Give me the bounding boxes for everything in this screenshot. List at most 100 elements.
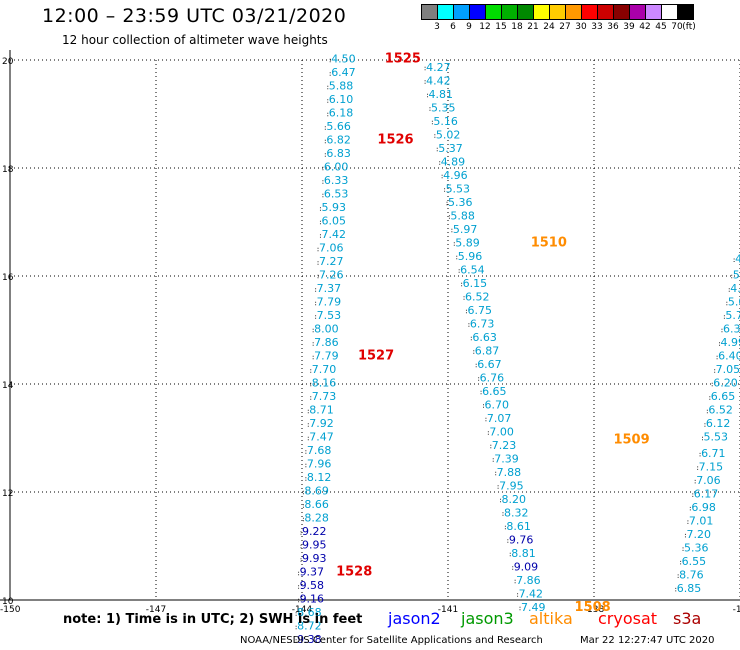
scale-label: 36 [607,22,619,32]
pass-id-label: 1528 [336,565,372,580]
wave-height-label: 9.93 [302,552,327,565]
wave-height-label: 8.66 [304,498,329,511]
wave-height-label: 6.70 [485,398,510,411]
wave-height-label: 6.54 [460,263,485,276]
wave-height-label: 6.55 [682,555,707,568]
x-tick-label: -141 [438,605,458,615]
wave-height-label: 5.36 [448,196,473,209]
wave-height-label: 5.88 [329,80,354,93]
wave-height-label: 7.86 [314,336,339,349]
wave-height-label: 5.7 [725,309,740,322]
x-tick-label: -13 [733,605,740,615]
wave-height-label: 6.33 [324,174,349,187]
scale-label: 45 [655,22,667,32]
wave-height-label: 7.53 [317,309,342,322]
pass-id-label: 1527 [358,349,394,364]
wave-height-label: 7.23 [492,439,517,452]
scale-label: 33 [591,22,603,32]
x-tick-label: -147 [146,605,166,615]
y-tick-label: 14 [2,381,14,391]
wave-height-label: 6.12 [706,417,731,430]
legend-item-s3a: s3a [673,609,702,628]
wave-height-label: 6.52 [465,290,490,303]
wave-height-label: 6.17 [694,487,719,500]
wave-height-label: 7.73 [312,390,337,403]
wave-height-label: 7.06 [696,474,721,487]
wave-height-label: 9.76 [509,533,534,546]
page-subtitle: 12 hour collection of altimeter wave hei… [62,33,328,47]
wave-height-label: 6.15 [463,277,488,290]
wave-height-label: 6.98 [691,501,716,514]
wave-height-label: 6.82 [326,134,351,147]
wave-height-label: 7.95 [499,479,523,492]
scale-label: 70 [671,22,683,32]
pass-id-label: 1525 [385,52,421,67]
wave-height-label: 4.89 [441,155,466,168]
wave-height-label: 5 [733,269,740,282]
wave-height-label: 5.89 [455,236,480,249]
wave-height-label: 7.86 [516,574,541,587]
wave-height-label: 8.69 [304,485,329,498]
wave-height-label: 5.93 [321,201,346,214]
wave-height-label: 8.12 [307,471,332,484]
wave-height-label: 7.70 [312,363,337,376]
scale-label: 30 [575,22,587,32]
wave-height-label: 6.53 [324,188,349,201]
wave-height-label: 7.00 [489,425,514,438]
legend-item-cryosat: cryosat [598,609,658,628]
wave-height-label: 6.75 [467,304,492,317]
wave-height-label: 5.37 [438,142,463,155]
wave-height-label: 6.18 [329,107,354,120]
wave-height-label: 4.81 [429,88,454,101]
wave-height-label: 4.99 [721,336,740,349]
wave-height-label: 8.81 [511,547,536,560]
wave-height-label: 5.66 [326,120,351,133]
scale-swatch [677,4,694,20]
wave-height-label: 8.71 [309,404,334,417]
wave-height-label: 5.96 [458,250,483,263]
color-scale [421,4,694,20]
wave-height-label: 5.53 [446,182,471,195]
wave-height-label: 7.49 [521,601,546,614]
wave-height-label: 6.65 [482,385,507,398]
wave-height-label: 7.20 [686,528,711,541]
legend-item-altika: altika [529,609,573,628]
wave-height-label: 7.01 [689,514,714,527]
legend-item-jason3: jason3 [461,609,514,628]
wave-height-label: 6.76 [480,371,505,384]
wave-height-label: 7.39 [494,452,519,465]
pass-id-label: 1509 [613,432,649,447]
wave-height-label: 5.02 [436,128,461,141]
y-tick-label: 16 [2,273,14,283]
footer-timestamp: Mar 22 12:27:47 UTC 2020 [580,635,715,646]
wave-height-label: 6.85 [677,582,702,595]
wave-height-label: 8.76 [679,568,704,581]
wave-height-label: 7.68 [307,444,332,457]
y-tick-label: 20 [2,57,14,67]
wave-height-label: 6.3 [723,323,740,336]
scale-label: 9 [466,22,472,32]
pass-id-label: 1508 [575,600,611,615]
wave-height-label: 5.36 [684,541,709,554]
wave-height-label: 7.92 [309,417,334,430]
wave-height-label: 8.72 [297,620,322,633]
wave-height-label: 5.16 [433,115,458,128]
page-title: 12:00 – 23:59 UTC 03/21/2020 [42,5,347,27]
wave-height-label: 8.68 [297,606,322,619]
wave-height-label: 8.00 [314,323,339,336]
wave-height-label: 8.28 [304,512,329,525]
wave-height-label: 8.20 [502,493,527,506]
wave-height-label: 9.37 [300,566,325,579]
wave-height-label: 7.37 [317,282,342,295]
wave-height-label: 7.88 [497,466,521,479]
scale-label: 6 [450,22,456,32]
x-tick-label: -138 [584,605,605,615]
wave-height-label: 7.15 [699,460,724,473]
wave-height-label: 6.73 [470,317,495,330]
wave-height-label: 5.0 [728,296,740,309]
wave-height-label: 7.79 [314,350,339,363]
wave-height-label: 8.32 [504,506,529,519]
x-tick-label: -144 [292,605,313,615]
wave-height-label: 6.83 [326,147,351,160]
